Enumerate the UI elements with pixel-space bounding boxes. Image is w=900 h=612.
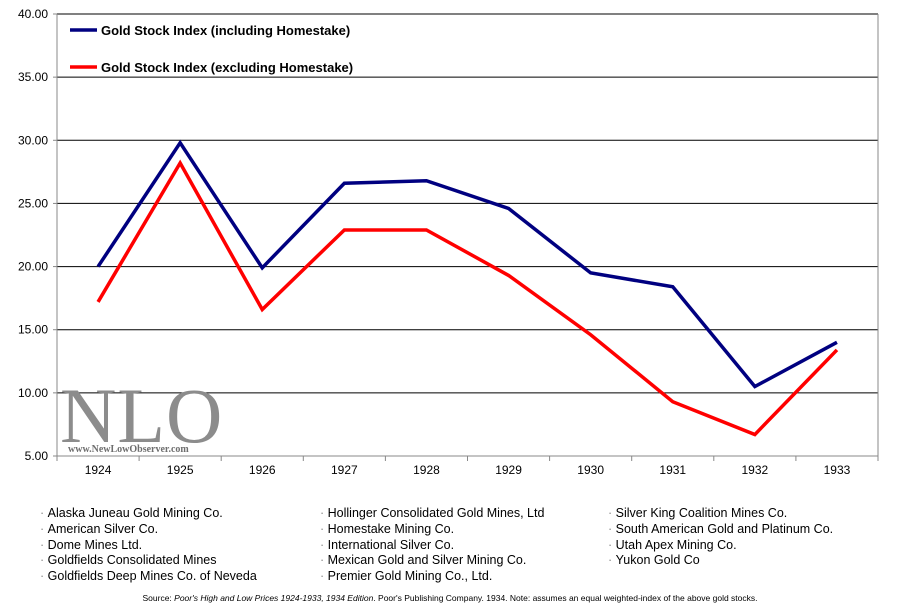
stock-item: Hollinger Consolidated Gold Mines, Ltd xyxy=(320,506,545,522)
y-tick-label: 20.00 xyxy=(18,260,48,274)
y-tick-label: 15.00 xyxy=(18,323,48,337)
stock-column-3: Silver King Coalition Mines Co. South Am… xyxy=(608,506,833,569)
stock-item: Utah Apex Mining Co. xyxy=(608,538,833,554)
y-tick-label: 30.00 xyxy=(18,133,48,147)
y-tick-label: 35.00 xyxy=(18,70,48,84)
x-tick-label: 1925 xyxy=(167,463,194,477)
source-title: Poor's High and Low Prices 1924-1933, 19… xyxy=(174,593,374,603)
y-tick-label: 40.00 xyxy=(18,7,48,21)
stock-column-2: Hollinger Consolidated Gold Mines, Ltd H… xyxy=(320,506,545,585)
legend-label: Gold Stock Index (including Homestake) xyxy=(101,23,350,38)
axes: 5.00 10.00 15.00 20.00 25.00 30.00 35.00 40.00 1… xyxy=(18,7,879,477)
x-tick-label: 1927 xyxy=(331,463,358,477)
x-tick-label: 1929 xyxy=(495,463,522,477)
x-tick-label: 1930 xyxy=(577,463,604,477)
series-line-excluding-homestake xyxy=(96,159,839,437)
x-tick-label: 1931 xyxy=(659,463,686,477)
stock-item: Goldfields Consolidated Mines xyxy=(40,553,257,569)
watermark-logo: NLO xyxy=(60,372,223,459)
series-lines xyxy=(96,139,839,437)
stock-item: Dome Mines Ltd. xyxy=(40,538,257,554)
stock-item: American Silver Co. xyxy=(40,522,257,538)
stock-item: Yukon Gold Co xyxy=(608,553,833,569)
y-tick-label: 25.00 xyxy=(18,196,48,210)
stock-item: Goldfields Deep Mines Co. of Neveda xyxy=(40,569,257,585)
stock-item: Silver King Coalition Mines Co. xyxy=(608,506,833,522)
y-tick-label: 10.00 xyxy=(18,386,48,400)
source-suffix: . Poor's Publishing Company. 1934. Note:… xyxy=(373,593,758,603)
legend: Gold Stock Index (including Homestake) Go… xyxy=(70,23,353,75)
x-tick-label: 1924 xyxy=(85,463,112,477)
stock-item: Homestake Mining Co. xyxy=(320,522,544,538)
source-note: Source: Poor's High and Low Prices 1924-… xyxy=(0,593,900,603)
x-tick-label: 1932 xyxy=(741,463,768,477)
series-line-including-homestake xyxy=(96,139,838,389)
stock-item: Premier Gold Mining Co., Ltd. xyxy=(320,569,544,585)
stock-column-1: Alaska Juneau Gold Mining Co. American S… xyxy=(40,506,257,585)
watermark-url: www.NewLowObserver.com xyxy=(68,444,189,455)
legend-label: Gold Stock Index (excluding Homestake) xyxy=(101,60,353,75)
x-tick-label: 1933 xyxy=(824,463,851,477)
stock-item: Alaska Juneau Gold Mining Co. xyxy=(40,506,257,522)
y-tick-label: 5.00 xyxy=(25,449,49,463)
stock-item: South American Gold and Platinum Co. xyxy=(608,522,833,538)
watermark: NLO www.NewLowObserver.com xyxy=(60,372,223,459)
stock-item: International Silver Co. xyxy=(320,538,544,554)
source-prefix: Source: xyxy=(142,593,175,603)
gridlines xyxy=(57,13,878,394)
x-tick-label: 1928 xyxy=(413,463,440,477)
stock-item: Mexican Gold and Silver Mining Co. xyxy=(320,553,544,569)
x-tick-label: 1926 xyxy=(249,463,276,477)
